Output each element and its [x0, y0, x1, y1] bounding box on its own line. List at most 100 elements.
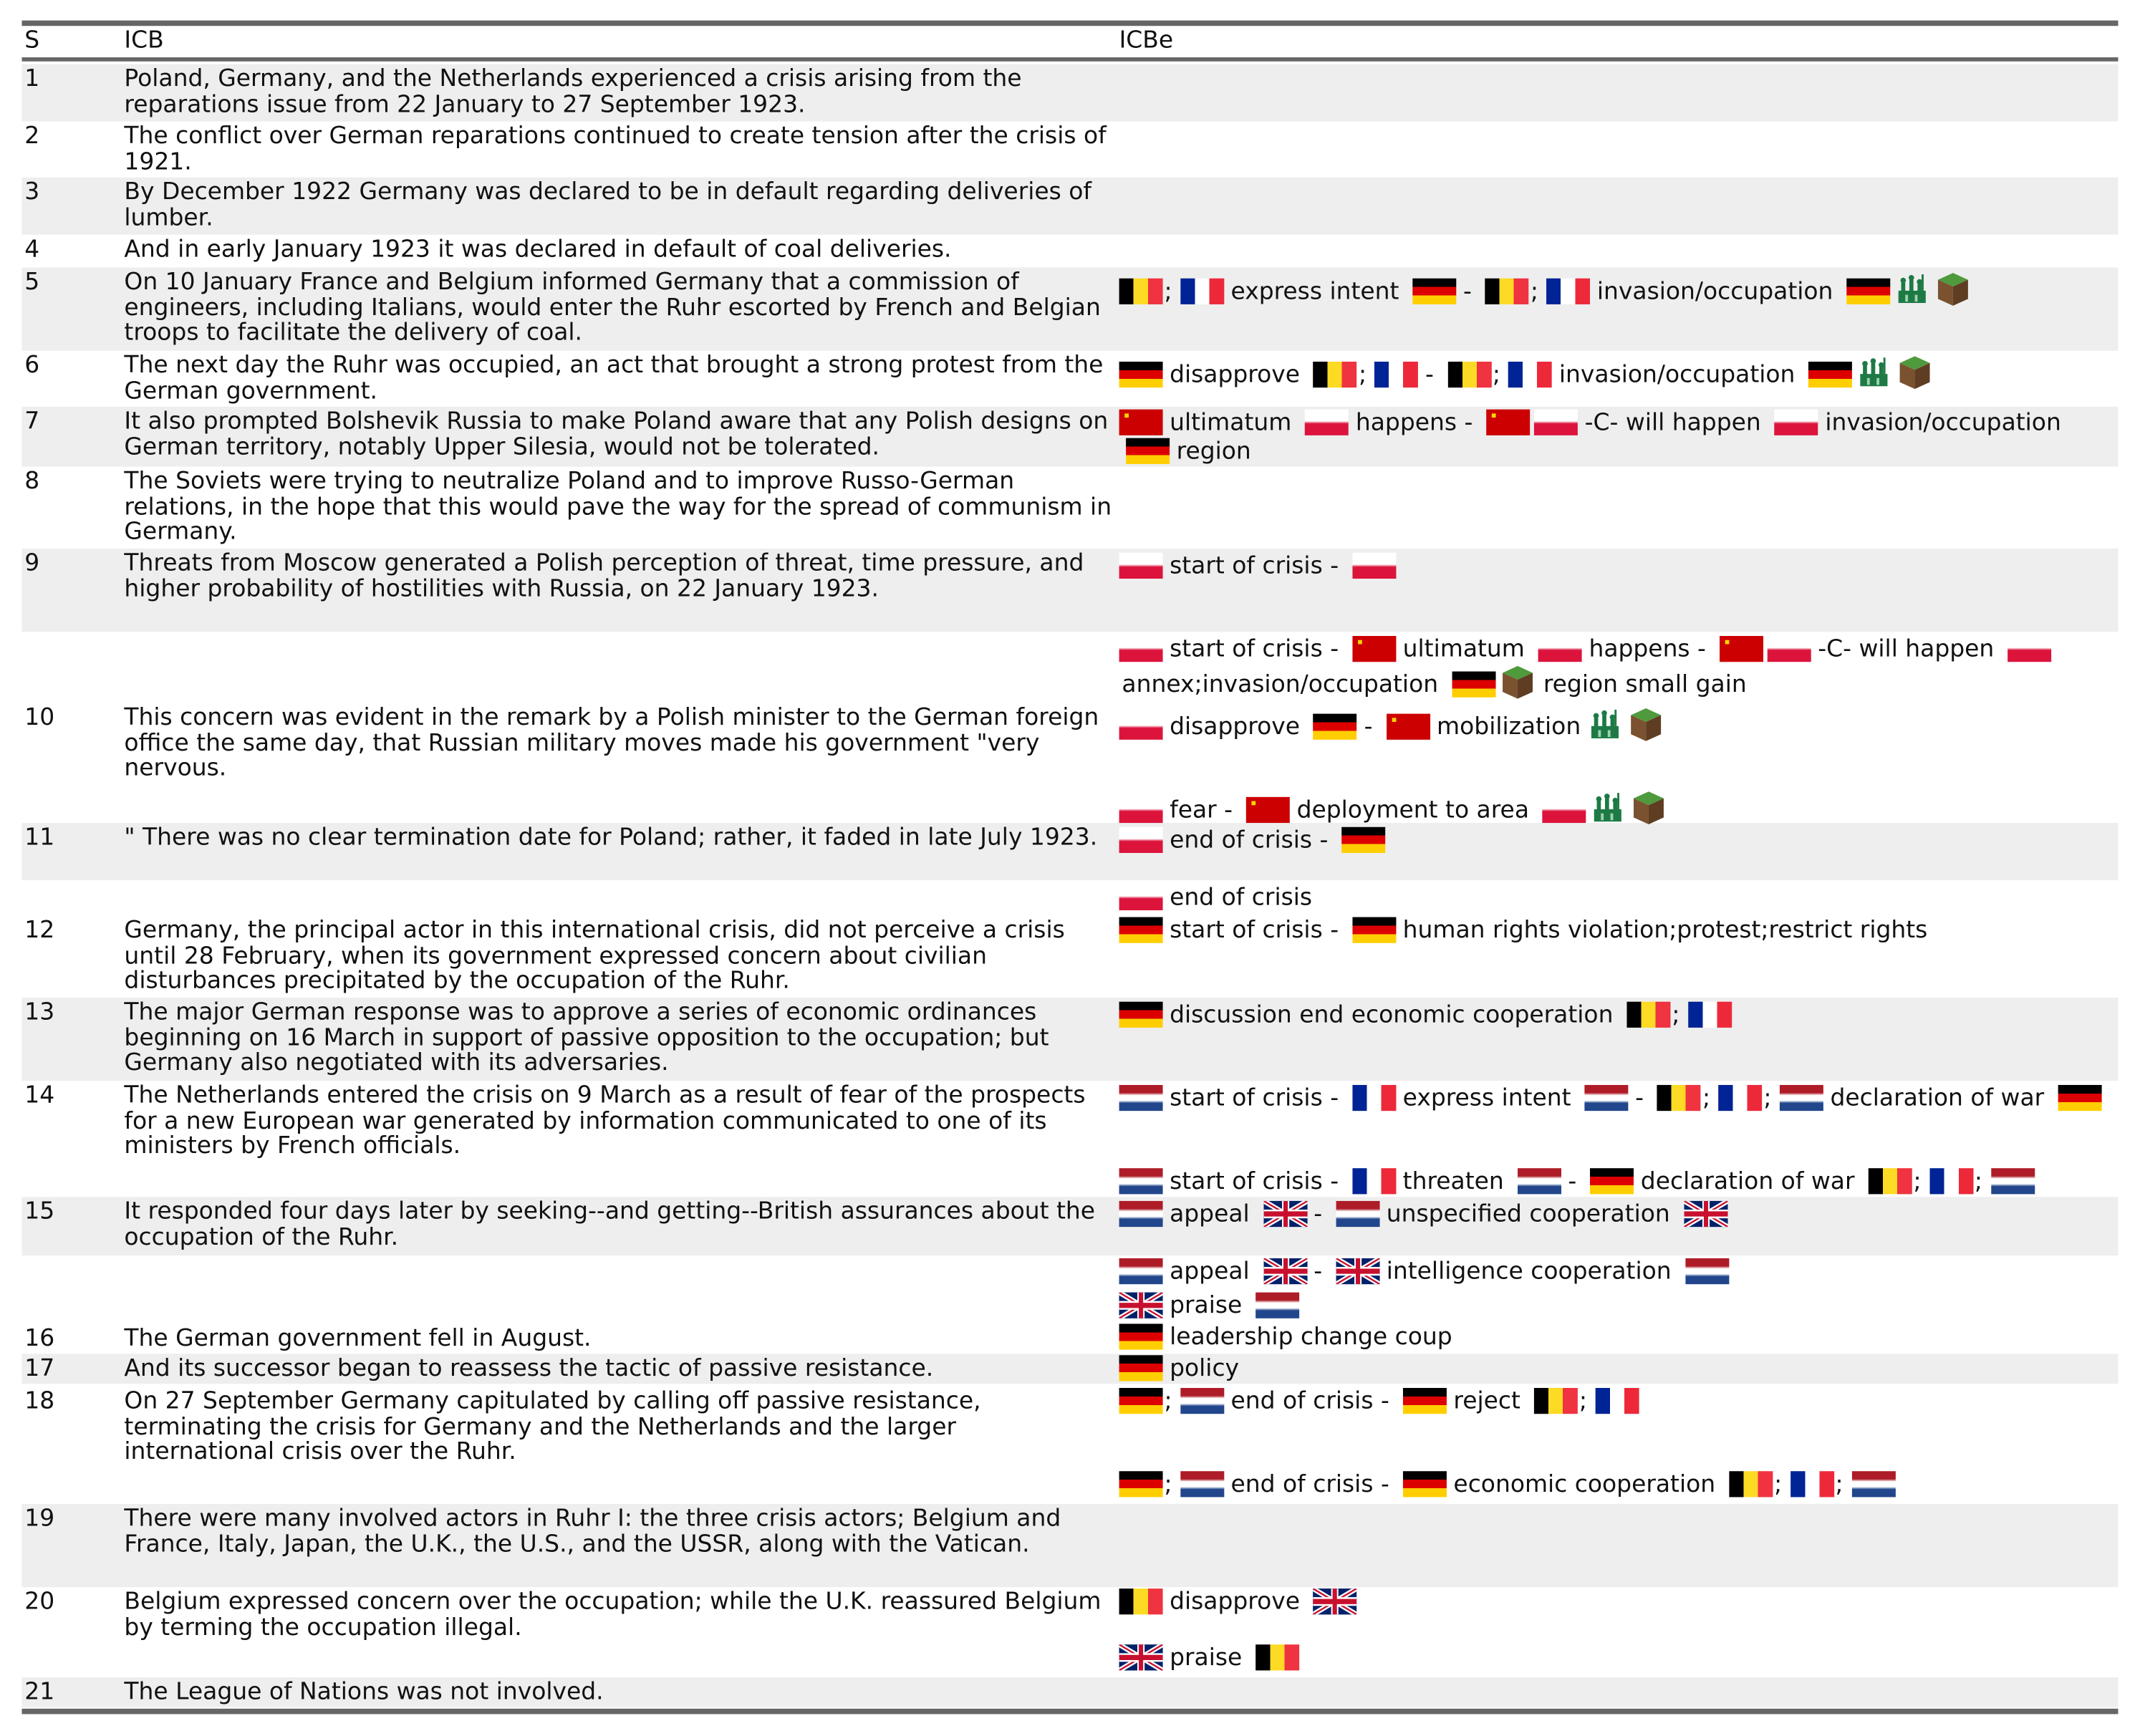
flag-germany-icon	[1119, 917, 1163, 943]
icb-text: Germany, the principal actor in this int…	[124, 917, 1065, 995]
flag-france-icon	[1374, 361, 1419, 388]
flag-netherlands-icon	[1180, 1471, 1224, 1498]
flag-germany-icon	[1590, 1168, 1634, 1195]
row-number: 15	[24, 1198, 55, 1226]
event-text: ;	[1358, 361, 1367, 390]
flag-germany-icon	[1126, 437, 1170, 463]
icb-text: The League of Nations was not involved.	[124, 1678, 604, 1706]
flag-netherlands-icon	[1119, 1200, 1163, 1228]
event-text: region	[1176, 437, 1251, 465]
icbe-event: praise	[1119, 1644, 2119, 1672]
bottom-rule	[21, 1708, 2119, 1715]
row-number: 17	[24, 1355, 55, 1383]
event-text: praise	[1170, 1292, 1243, 1320]
troops-icon	[1856, 355, 1892, 390]
event-text: ultimatum	[1402, 636, 1525, 664]
icbe-event: end of crisis	[1119, 884, 2119, 912]
icbe-event: ; express intent -; invasion/occupation	[1119, 271, 2119, 307]
icbe-event: end of crisis -	[1119, 826, 2119, 855]
flag-germany-icon	[1119, 1323, 1163, 1350]
row-band	[21, 1197, 2119, 1256]
flag-netherlands-icon	[1517, 1168, 1561, 1195]
flag-belgium-icon	[1868, 1168, 1912, 1195]
flag-united-kingdom-icon	[1314, 1588, 1358, 1615]
flag-netherlands-icon	[1990, 1168, 2035, 1195]
icbe-event: ultimatum happens - -C- will happen invasio…	[1119, 409, 2119, 466]
flag-germany-icon	[1119, 1001, 1163, 1028]
icbe-event: ; end of crisis - economic cooperation;;	[1119, 1471, 2119, 1499]
flag-france-icon	[1508, 361, 1553, 388]
event-text: happens -	[1589, 636, 1706, 664]
event-text: ;	[1835, 1471, 1843, 1499]
icb-text: The major German response was to approve…	[124, 998, 1049, 1077]
icb-text: Poland, Germany, and the Netherlands exp…	[124, 65, 1022, 119]
event-text: ;	[1702, 1084, 1711, 1113]
flag-belgium-icon	[1255, 1644, 1300, 1671]
event-text: -C- will happen	[1584, 409, 1761, 437]
row-number: 14	[24, 1082, 55, 1110]
icb-text: The Soviets were trying to neutralize Po…	[124, 468, 1112, 546]
row-band	[21, 177, 2119, 235]
flag-germany-icon	[2058, 1084, 2102, 1111]
icbe-event: appeal - intelligence cooperation	[1119, 1258, 2119, 1286]
icb-text: On 10 January France and Belgium informe…	[124, 269, 1101, 347]
flag-poland-icon	[2008, 636, 2052, 662]
row-band	[21, 406, 2119, 467]
icbe-event: start of crisis - express intent -;; declar…	[1119, 1084, 2119, 1113]
event-text: reject	[1453, 1387, 1520, 1416]
flag-belgium-icon	[1485, 278, 1529, 304]
icbe-event: start of crisis -	[1119, 552, 2119, 581]
icb-text: By December 1922 Germany was declared to…	[124, 178, 1092, 232]
row-number: 2	[24, 122, 40, 150]
event-text: -	[1314, 1258, 1323, 1286]
event-text: -	[1568, 1168, 1577, 1196]
row-band	[21, 1354, 2119, 1384]
event-text: end of crisis -	[1230, 1387, 1389, 1416]
event-text: ;	[1974, 1168, 1983, 1196]
flag-united-kingdom-icon	[1119, 1644, 1163, 1671]
event-text: end of crisis	[1170, 884, 1313, 912]
flag-ussr-icon	[1386, 713, 1430, 740]
event-text: ;	[1492, 361, 1500, 390]
row-number: 19	[24, 1505, 55, 1533]
event-text: region small gain	[1543, 670, 1747, 698]
event-text: mobilization	[1437, 713, 1581, 741]
row-number: 6	[24, 352, 40, 380]
flag-netherlands-icon	[1584, 1084, 1629, 1111]
event-text: -	[1425, 361, 1434, 390]
flag-france-icon	[1595, 1387, 1639, 1414]
land-territory-icon	[1631, 790, 1667, 826]
flag-netherlands-icon	[1851, 1471, 1896, 1498]
troops-icon	[1894, 271, 1930, 307]
flag-france-icon	[1352, 1168, 1397, 1195]
event-text: -C- will happen	[1818, 636, 1995, 664]
flag-belgium-icon	[1657, 1084, 1702, 1111]
event-text: ;	[1164, 1387, 1172, 1416]
event-text: policy	[1170, 1355, 1240, 1383]
flag-netherlands-icon	[1180, 1387, 1224, 1414]
flag-belgium-icon	[1534, 1387, 1578, 1414]
flag-ussr-icon	[1119, 409, 1163, 435]
flag-germany-icon	[1119, 1387, 1163, 1414]
event-text: start of crisis -	[1170, 1168, 1339, 1196]
event-text: declaration of war	[1830, 1084, 2045, 1113]
flag-poland-icon	[1767, 636, 1811, 662]
icbe-event: policy	[1119, 1355, 2119, 1383]
event-text: start of crisis -	[1170, 552, 1339, 580]
flag-netherlands-icon	[1119, 1168, 1163, 1195]
icbe-event: disapprove	[1119, 1588, 2119, 1616]
row-number: 20	[24, 1588, 55, 1616]
icb-text: There were many involved actors in Ruhr …	[124, 1505, 1061, 1558]
icbe-event: start of crisis - threaten - declaration of…	[1119, 1168, 2119, 1196]
icbe-event: disapprove; -; invasion/occupation	[1119, 355, 2119, 390]
icb-text: The conflict over German reparations con…	[124, 122, 1107, 176]
event-text: invasion/occupation	[1825, 409, 2061, 437]
flag-germany-icon	[1352, 917, 1397, 943]
event-text: human rights violation;protest;restrict …	[1402, 917, 1928, 945]
event-text: threaten	[1402, 1168, 1504, 1196]
event-text: start of crisis -	[1170, 636, 1339, 664]
flag-germany-icon	[1119, 1471, 1163, 1498]
flag-united-kingdom-icon	[1336, 1258, 1380, 1285]
event-text: economic cooperation	[1453, 1471, 1716, 1499]
